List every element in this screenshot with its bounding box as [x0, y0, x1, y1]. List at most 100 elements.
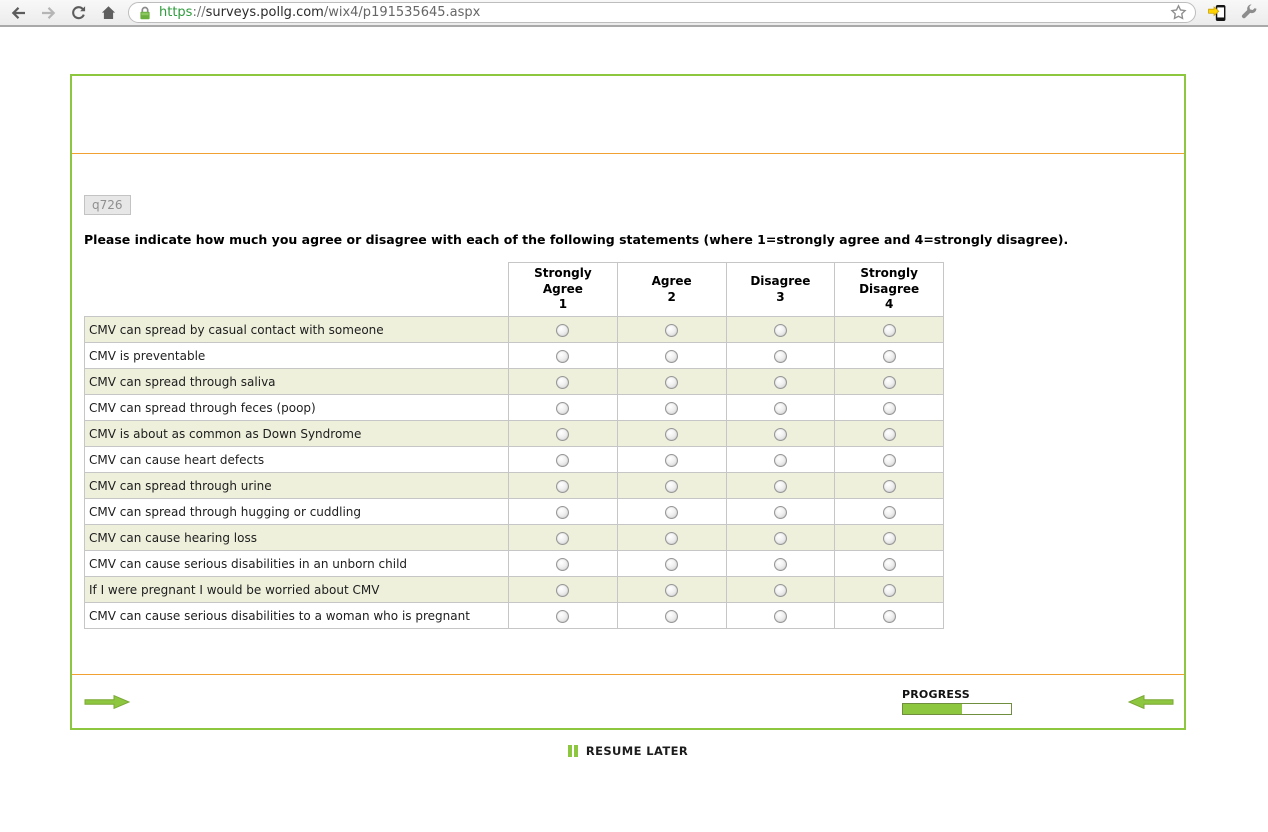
radio-row9-option1[interactable]: [556, 531, 570, 545]
radio-row11-option4[interactable]: [882, 583, 896, 597]
statement-row: CMV is about as common as Down Syndrome: [84, 420, 944, 447]
radio-cell: [725, 420, 836, 447]
radio-row5-option3[interactable]: [773, 427, 787, 441]
radio-row3-option4[interactable]: [882, 375, 896, 389]
radio-row12-option1[interactable]: [556, 609, 570, 623]
statement-row: If I were pregnant I would be worried ab…: [84, 576, 944, 603]
radio-row6-option1[interactable]: [556, 453, 570, 467]
survey-container: q726 Please indicate how much you agree …: [70, 74, 1186, 730]
radio-cell: [508, 316, 618, 343]
question-id-badge: q726: [84, 195, 131, 215]
radio-cell: [508, 602, 618, 629]
radio-cell: [616, 446, 727, 473]
radio-row7-option1[interactable]: [556, 479, 570, 493]
radio-row7-option4[interactable]: [882, 479, 896, 493]
statement-label: CMV can spread by casual contact with so…: [84, 316, 509, 343]
radio-row9-option4[interactable]: [882, 531, 896, 545]
radio-row9-option3[interactable]: [773, 531, 787, 545]
radio-row8-option2[interactable]: [665, 505, 679, 519]
radio-cell: [725, 368, 836, 395]
radio-row8-option3[interactable]: [773, 505, 787, 519]
radio-cell: [508, 446, 618, 473]
statement-label: CMV can cause serious disabilities in an…: [84, 550, 509, 577]
send-to-phone-button[interactable]: [1206, 3, 1228, 23]
radio-cell: [725, 446, 836, 473]
resume-later-button[interactable]: RESUME LATER: [70, 744, 1186, 758]
bookmark-star-button[interactable]: [1170, 4, 1187, 21]
radio-row12-option2[interactable]: [665, 609, 679, 623]
statement-label: CMV can spread through hugging or cuddli…: [84, 498, 509, 525]
forward-button[interactable]: [38, 3, 58, 23]
radio-row8-option4[interactable]: [882, 505, 896, 519]
reload-icon: [71, 5, 85, 19]
radio-row6-option4[interactable]: [882, 453, 896, 467]
column-header-4: Strongly Disagree 4: [834, 262, 944, 317]
radio-cell: [508, 498, 618, 525]
radio-row1-option1[interactable]: [556, 323, 570, 337]
radio-row8-option1[interactable]: [556, 505, 570, 519]
radio-row5-option2[interactable]: [665, 427, 679, 441]
table-header-row: Strongly Agree 1 Agree 2 Disagree 3 Strongly D…: [85, 262, 944, 317]
radio-cell: [508, 576, 618, 603]
ssl-lock-icon[interactable]: [137, 5, 153, 21]
radio-row3-option3[interactable]: [773, 375, 787, 389]
statement-row: CMV can spread through hugging or cuddli…: [84, 498, 944, 525]
question-text: Please indicate how much you agree or di…: [84, 232, 1069, 247]
back-arrow-button[interactable]: [1128, 693, 1174, 711]
radio-row1-option4[interactable]: [882, 323, 896, 337]
radio-row12-option3[interactable]: [773, 609, 787, 623]
radio-row10-option1[interactable]: [556, 557, 570, 571]
radio-row5-option4[interactable]: [882, 427, 896, 441]
settings-wrench-button[interactable]: [1238, 3, 1260, 23]
home-icon: [101, 5, 115, 19]
radio-cell: [508, 550, 618, 577]
radio-row2-option4[interactable]: [882, 349, 896, 363]
radio-row12-option4[interactable]: [882, 609, 896, 623]
radio-cell: [508, 342, 618, 369]
radio-row2-option2[interactable]: [665, 349, 679, 363]
radio-cell: [616, 316, 727, 343]
radio-row5-option1[interactable]: [556, 427, 570, 441]
radio-row10-option2[interactable]: [665, 557, 679, 571]
pause-icon: [567, 745, 578, 757]
radio-row2-option3[interactable]: [773, 349, 787, 363]
browser-toolbar: https://surveys.pollg.com/wix4/p19153564…: [0, 0, 1268, 27]
progress-block: PROGRESS: [902, 688, 1012, 715]
statement-row: CMV can cause heart defects: [84, 446, 944, 473]
radio-row10-option3[interactable]: [773, 557, 787, 571]
radio-row7-option2[interactable]: [665, 479, 679, 493]
radio-cell: [725, 316, 836, 343]
next-arrow-button[interactable]: [84, 693, 130, 711]
radio-row2-option1[interactable]: [556, 349, 570, 363]
home-button[interactable]: [98, 3, 118, 23]
radio-row4-option3[interactable]: [773, 401, 787, 415]
radio-row10-option4[interactable]: [882, 557, 896, 571]
radio-cell: [834, 602, 944, 629]
radio-cell: [616, 550, 727, 577]
radio-row3-option1[interactable]: [556, 375, 570, 389]
survey-header-area: [72, 76, 1184, 154]
radio-row7-option3[interactable]: [773, 479, 787, 493]
left-arrow-icon: [1128, 694, 1174, 709]
statement-label: CMV is about as common as Down Syndrome: [84, 420, 509, 447]
radio-row6-option3[interactable]: [773, 453, 787, 467]
address-bar[interactable]: https://surveys.pollg.com/wix4/p19153564…: [128, 2, 1196, 23]
radio-row11-option1[interactable]: [556, 583, 570, 597]
back-button[interactable]: [8, 3, 28, 23]
radio-row3-option2[interactable]: [665, 375, 679, 389]
radio-cell: [834, 524, 944, 551]
radio-row9-option2[interactable]: [665, 531, 679, 545]
radio-row6-option2[interactable]: [665, 453, 679, 467]
radio-row4-option2[interactable]: [665, 401, 679, 415]
radio-row1-option2[interactable]: [665, 323, 679, 337]
reload-button[interactable]: [68, 3, 88, 23]
progress-label: PROGRESS: [902, 688, 970, 701]
radio-row4-option4[interactable]: [882, 401, 896, 415]
radio-row4-option1[interactable]: [556, 401, 570, 415]
likert-table: Strongly Agree 1 Agree 2 Disagree 3 Strongly D…: [84, 262, 944, 629]
radio-cell: [834, 394, 944, 421]
radio-row11-option2[interactable]: [665, 583, 679, 597]
radio-row1-option3[interactable]: [773, 323, 787, 337]
radio-row11-option3[interactable]: [773, 583, 787, 597]
radio-cell: [508, 394, 618, 421]
